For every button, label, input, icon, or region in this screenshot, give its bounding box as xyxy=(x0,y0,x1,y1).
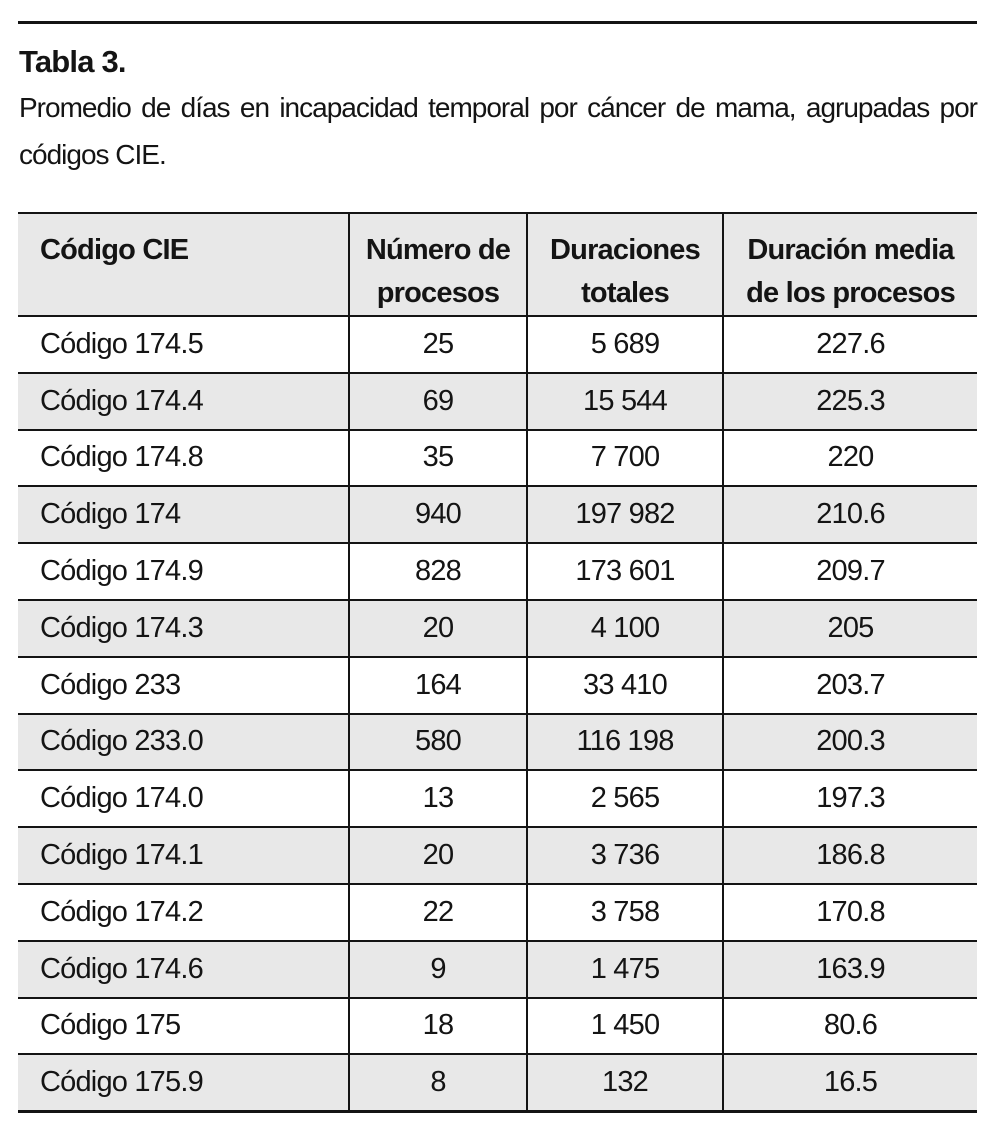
table-row: Código 175.9 8 132 16.5 xyxy=(18,1054,977,1113)
num-procesos-cell: 940 xyxy=(348,486,527,545)
duracion-media-cell: 220 xyxy=(722,429,977,488)
table-body: Código 174.5 25 5 689 227.6 Código 174.4 69 15… xyxy=(18,316,977,1113)
table-row: Código 174.0 13 2 565 197.3 xyxy=(18,770,977,829)
header-row: Código CIE Número de procesos Duraciones… xyxy=(18,213,977,317)
cie-code-cell: Código 174.6 xyxy=(18,940,349,999)
table-row: Código 174.8 35 7 700 220 xyxy=(18,429,977,488)
duracion-media-cell: 163.9 xyxy=(722,940,977,999)
table-row: Código 175 18 1 450 80.6 xyxy=(18,997,977,1056)
num-procesos-cell: 9 xyxy=(348,940,527,999)
duraciones-totales-cell: 15 544 xyxy=(526,372,723,431)
table-row: Código 174.9 828 173 601 209.7 xyxy=(18,543,977,601)
cie-code-cell: Código 174 xyxy=(18,486,349,545)
table-row: Código 174.5 25 5 689 227.6 xyxy=(18,316,977,374)
col-header-numero-procesos: Número de procesos xyxy=(348,213,527,317)
duraciones-totales-cell: 116 198 xyxy=(526,713,723,772)
num-procesos-cell: 164 xyxy=(348,656,527,715)
duracion-media-cell: 227.6 xyxy=(722,316,977,374)
duracion-media-cell: 209.7 xyxy=(722,543,977,601)
duraciones-totales-cell: 3 758 xyxy=(526,883,723,942)
num-procesos-cell: 25 xyxy=(348,316,527,374)
table-row: Código 174.3 20 4 100 205 xyxy=(18,599,977,658)
cie-code-cell: Código 174.1 xyxy=(18,827,349,885)
cie-code-cell: Código 174.3 xyxy=(18,599,349,658)
table-row: Código 174.2 22 3 758 170.8 xyxy=(18,883,977,942)
duracion-media-cell: 170.8 xyxy=(722,883,977,942)
duraciones-totales-cell: 1 475 xyxy=(526,940,723,999)
duraciones-totales-cell: 2 565 xyxy=(526,770,723,829)
col-header-codigo-cie: Código CIE xyxy=(18,213,349,317)
duracion-media-cell: 16.5 xyxy=(722,1054,977,1113)
table-row: Código 174.4 69 15 544 225.3 xyxy=(18,372,977,431)
duraciones-totales-cell: 132 xyxy=(526,1054,723,1113)
num-procesos-cell: 69 xyxy=(348,372,527,431)
duraciones-totales-cell: 7 700 xyxy=(526,429,723,488)
cie-code-cell: Código 174.5 xyxy=(18,316,349,374)
duracion-media-cell: 203.7 xyxy=(722,656,977,715)
duraciones-totales-cell: 4 100 xyxy=(526,599,723,658)
duraciones-totales-cell: 33 410 xyxy=(526,656,723,715)
cie-code-cell: Código 174.8 xyxy=(18,429,349,488)
cie-code-cell: Código 174.4 xyxy=(18,372,349,431)
duraciones-totales-cell: 173 601 xyxy=(526,543,723,601)
cie-code-cell: Código 175 xyxy=(18,997,349,1056)
duracion-media-cell: 205 xyxy=(722,599,977,658)
duracion-media-cell: 80.6 xyxy=(722,997,977,1056)
duraciones-totales-cell: 1 450 xyxy=(526,997,723,1056)
num-procesos-cell: 580 xyxy=(348,713,527,772)
table-row: Código 174 940 197 982 210.6 xyxy=(18,486,977,545)
duracion-media-cell: 210.6 xyxy=(722,486,977,545)
duraciones-totales-cell: 5 689 xyxy=(526,316,723,374)
table-title: Tabla 3. xyxy=(19,44,127,79)
cie-code-cell: Código 174.2 xyxy=(18,883,349,942)
num-procesos-cell: 13 xyxy=(348,770,527,829)
cie-code-cell: Código 233.0 xyxy=(18,713,349,772)
num-procesos-cell: 18 xyxy=(348,997,527,1056)
duracion-media-cell: 200.3 xyxy=(722,713,977,772)
caption-line-2: códigos CIE. xyxy=(19,139,167,170)
table-container: Código CIE Número de procesos Duraciones… xyxy=(18,212,977,1113)
num-procesos-cell: 20 xyxy=(348,827,527,885)
table-row: Código 174.6 9 1 475 163.9 xyxy=(18,940,977,999)
data-table: Código CIE Número de procesos Duraciones… xyxy=(18,212,977,1113)
cie-code-cell: Código 174.0 xyxy=(18,770,349,829)
table-caption: Promedio de días en incapacidad temporal… xyxy=(19,84,978,178)
duracion-media-cell: 225.3 xyxy=(722,372,977,431)
duracion-media-cell: 186.8 xyxy=(722,827,977,885)
caption-line-1: Promedio de días en incapacidad temporal… xyxy=(19,92,978,123)
num-procesos-cell: 828 xyxy=(348,543,527,601)
duraciones-totales-cell: 197 982 xyxy=(526,486,723,545)
num-procesos-cell: 35 xyxy=(348,429,527,488)
table-row: Código 233.0 580 116 198 200.3 xyxy=(18,713,977,772)
num-procesos-cell: 20 xyxy=(348,599,527,658)
num-procesos-cell: 22 xyxy=(348,883,527,942)
num-procesos-cell: 8 xyxy=(348,1054,527,1113)
col-header-duraciones-totales: Duraciones totales xyxy=(526,213,723,317)
cie-code-cell: Código 233 xyxy=(18,656,349,715)
table-row: Código 174.1 20 3 736 186.8 xyxy=(18,827,977,885)
duracion-media-cell: 197.3 xyxy=(722,770,977,829)
table-row: Código 233 164 33 410 203.7 xyxy=(18,656,977,715)
duraciones-totales-cell: 3 736 xyxy=(526,827,723,885)
cie-code-cell: Código 175.9 xyxy=(18,1054,349,1113)
cie-code-cell: Código 174.9 xyxy=(18,543,349,601)
top-rule-divider xyxy=(18,21,977,24)
col-header-duracion-media: Duración media de los procesos xyxy=(722,213,977,317)
